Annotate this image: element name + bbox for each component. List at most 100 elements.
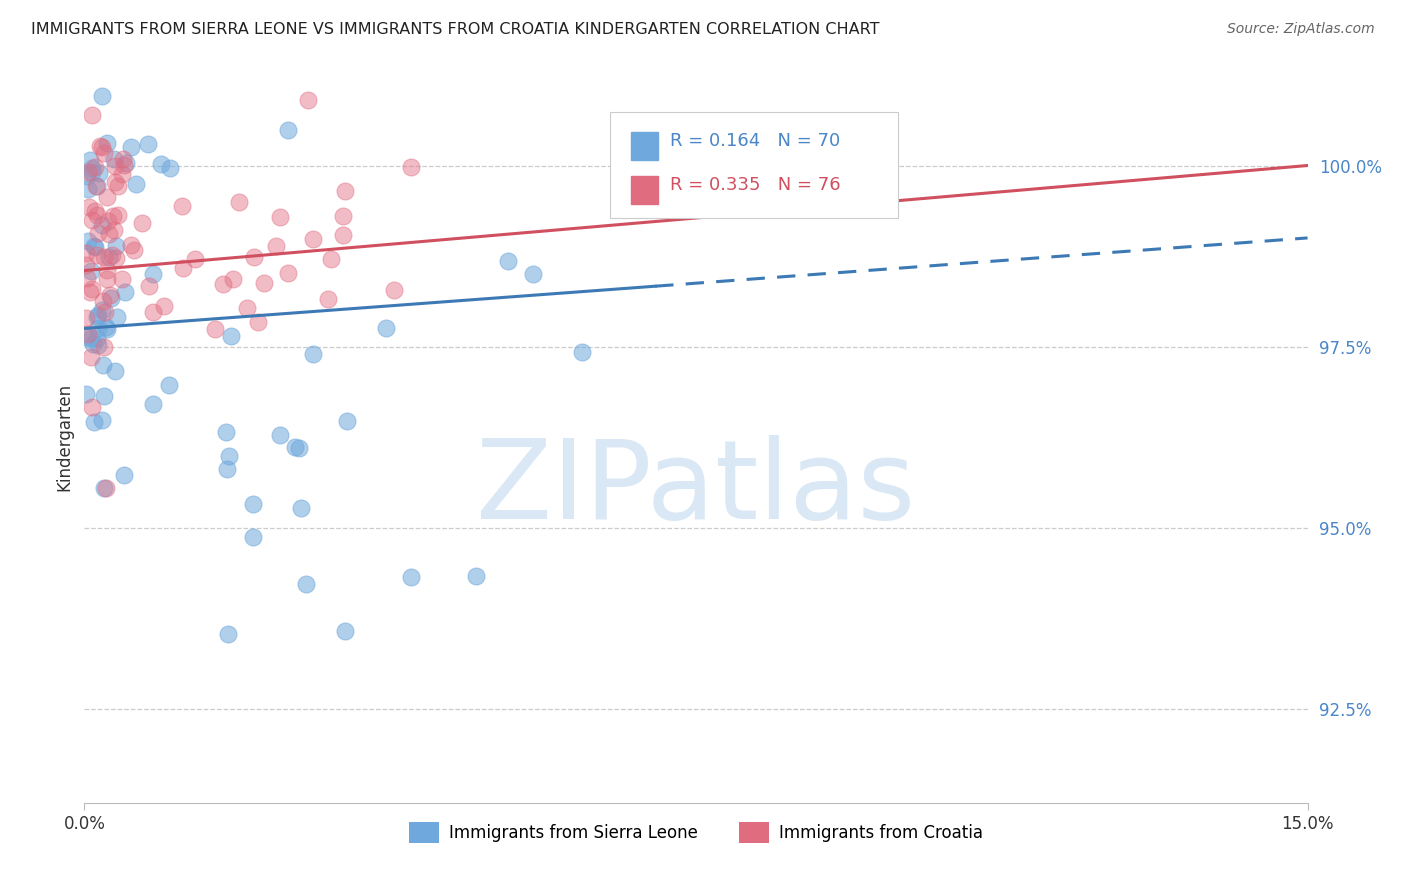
Point — [77, 200, 100, 214]
Point — [96, 136, 118, 150]
Point — [221, 272, 243, 286]
Point — [107, 179, 129, 194]
Point — [104, 364, 127, 378]
Point — [84, 203, 107, 218]
Point — [284, 440, 307, 454]
Point — [290, 500, 312, 515]
Point — [76, 169, 98, 184]
Point — [112, 158, 135, 172]
Point — [76, 271, 98, 285]
Point — [111, 272, 134, 286]
Text: ZIPatlas: ZIPatlas — [477, 434, 915, 541]
Point — [93, 145, 115, 160]
Point — [212, 277, 235, 291]
Point — [80, 331, 103, 345]
Point — [111, 152, 134, 166]
Point — [77, 234, 100, 248]
Point — [172, 261, 194, 276]
Point — [115, 156, 138, 170]
Point — [105, 310, 128, 325]
Point — [242, 530, 264, 544]
Point — [316, 293, 339, 307]
FancyBboxPatch shape — [610, 112, 898, 218]
Point — [91, 218, 114, 232]
Point — [571, 345, 593, 359]
Point — [79, 285, 101, 299]
Point — [75, 258, 97, 272]
Point — [96, 321, 118, 335]
Point — [100, 291, 122, 305]
Legend: Immigrants from Sierra Leone, Immigrants from Croatia: Immigrants from Sierra Leone, Immigrants… — [402, 815, 990, 849]
Point — [125, 178, 148, 192]
Point — [215, 461, 238, 475]
Point — [149, 156, 172, 170]
Point — [131, 215, 153, 229]
Point — [80, 161, 103, 176]
Point — [86, 208, 108, 222]
Point — [122, 243, 145, 257]
Point — [157, 378, 180, 392]
Point — [93, 340, 115, 354]
Bar — [631, 177, 658, 204]
Point — [277, 266, 299, 280]
Point — [77, 182, 100, 196]
Point — [79, 153, 101, 168]
Point — [94, 319, 117, 334]
Point — [219, 329, 242, 343]
Point — [399, 160, 422, 174]
Point — [138, 279, 160, 293]
Point — [75, 330, 97, 344]
Point — [111, 167, 134, 181]
Point — [114, 285, 136, 300]
Point — [79, 350, 101, 364]
Point — [90, 89, 112, 103]
Point — [90, 303, 112, 318]
Point — [103, 223, 125, 237]
Point — [87, 338, 110, 352]
Point — [335, 624, 357, 638]
Point — [184, 252, 207, 266]
Point — [86, 308, 108, 322]
Y-axis label: Kindergarten: Kindergarten — [55, 383, 73, 491]
Point — [243, 250, 266, 264]
Point — [93, 389, 115, 403]
Point — [87, 166, 110, 180]
Point — [87, 226, 110, 240]
Point — [93, 293, 115, 308]
Point — [120, 238, 142, 252]
Point — [76, 326, 98, 341]
Point — [86, 320, 108, 334]
Point — [204, 322, 226, 336]
Point — [86, 310, 108, 324]
Point — [848, 129, 870, 144]
Point — [80, 164, 103, 178]
Point — [172, 199, 194, 213]
Text: IMMIGRANTS FROM SIERRA LEONE VS IMMIGRANTS FROM CROATIA KINDERGARTEN CORRELATION: IMMIGRANTS FROM SIERRA LEONE VS IMMIGRAN… — [31, 22, 879, 37]
Point — [103, 152, 125, 166]
Point — [80, 264, 103, 278]
Point — [103, 209, 125, 223]
Point — [335, 184, 357, 198]
Point — [522, 268, 544, 282]
Point — [246, 315, 269, 329]
Point — [336, 414, 359, 428]
Point — [120, 140, 142, 154]
Point — [142, 305, 165, 319]
Bar — [631, 132, 658, 160]
Text: Source: ZipAtlas.com: Source: ZipAtlas.com — [1227, 22, 1375, 37]
Point — [253, 276, 276, 290]
Point — [96, 272, 118, 286]
Point — [295, 576, 318, 591]
Point — [84, 161, 107, 175]
Point — [375, 321, 398, 335]
Point — [104, 239, 127, 253]
Point — [96, 263, 118, 277]
Point — [242, 497, 264, 511]
Point — [104, 159, 127, 173]
Point — [97, 250, 120, 264]
Point — [96, 481, 118, 495]
Point — [76, 165, 98, 179]
Point — [301, 347, 323, 361]
Point — [80, 282, 103, 296]
Point — [104, 175, 127, 189]
